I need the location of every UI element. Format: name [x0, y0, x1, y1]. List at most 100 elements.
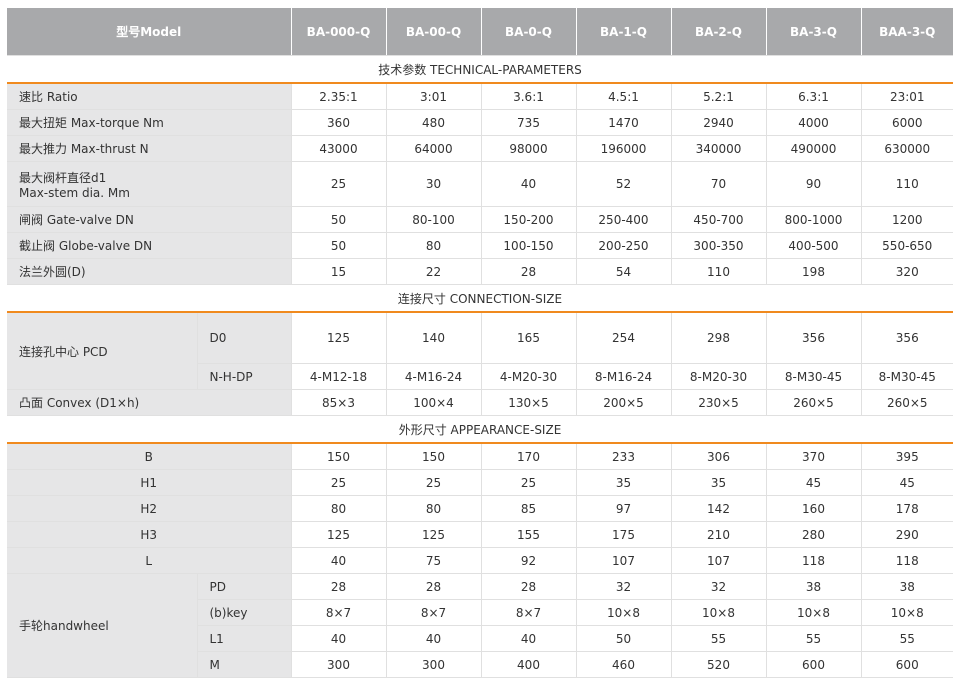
- row-label-line: 截止阀 Globe-valve DN: [19, 239, 153, 253]
- table-cell: 395: [861, 443, 953, 470]
- row-label: 法兰外圆(D): [7, 258, 292, 285]
- table-cell: 50: [576, 625, 672, 652]
- table-cell: 70: [671, 161, 767, 207]
- table-row: 手轮handwheel PD 28 28 28 32 32 38 38: [7, 573, 953, 678]
- table-cell: 735: [481, 109, 577, 136]
- handwheel-label: 手轮handwheel: [7, 573, 198, 678]
- table-cell: 4-M20-30: [481, 363, 577, 390]
- table-cell: 200×5: [576, 389, 672, 416]
- row-label: L: [7, 547, 292, 574]
- model-col-header: BA-2-Q: [671, 8, 767, 56]
- table-cell: 600: [861, 651, 953, 678]
- table-cell: 15: [291, 258, 387, 285]
- row-label: 速比 Ratio: [7, 83, 292, 110]
- table-cell: 600: [766, 651, 862, 678]
- table-cell: 400-500: [766, 232, 862, 259]
- table-cell: 28: [386, 573, 482, 600]
- table-cell: 22: [386, 258, 482, 285]
- table-cell: 40: [481, 161, 577, 207]
- table-cell: 150-200: [481, 206, 577, 233]
- table-cell: 35: [576, 469, 672, 496]
- table-cell: 490000: [766, 135, 862, 162]
- table-cell: 50: [291, 232, 387, 259]
- table-cell: 125: [386, 521, 482, 548]
- table-cell: 125: [291, 312, 387, 364]
- table-cell: 200-250: [576, 232, 672, 259]
- model-col-header: BAA-3-Q: [861, 8, 953, 56]
- table-cell: 233: [576, 443, 672, 470]
- row-label: B: [7, 443, 292, 470]
- table-row: N-H-DP 4-M12-18 4-M16-24 4-M20-30 8-M16-…: [7, 363, 953, 390]
- nhdp-label: N-H-DP: [197, 363, 292, 390]
- section-title-connection: 连接尺寸 CONNECTION-SIZE: [7, 284, 953, 313]
- row-label: 最大推力 Max-thrust N: [7, 135, 292, 162]
- table-cell: 110: [861, 161, 953, 207]
- table-cell: 130×5: [481, 389, 577, 416]
- table-cell: 150: [291, 443, 387, 470]
- row-label-line: 最大扭矩 Max-torque Nm: [19, 116, 164, 130]
- row-label-line: 法兰外圆(D): [19, 265, 86, 279]
- section-title-appearance: 外形尺寸 APPEARANCE-SIZE: [7, 415, 953, 444]
- table-cell: 80: [386, 495, 482, 522]
- table-cell: 25: [291, 469, 387, 496]
- table-cell: 254: [576, 312, 672, 364]
- table-cell: 90: [766, 161, 862, 207]
- table-cell: 52: [576, 161, 672, 207]
- spec-table-container: 型号Model BA-000-Q BA-00-Q BA-0-Q BA-1-Q B…: [7, 8, 953, 678]
- row-sublabel: PD: [197, 573, 292, 600]
- table-row: H3 125 125 155 175 210 280 290: [7, 521, 953, 548]
- table-cell: 160: [766, 495, 862, 522]
- table-row: 凸面 Convex (D1×h) 85×3 100×4 130×5 200×5 …: [7, 389, 953, 416]
- table-cell: 38: [766, 573, 862, 600]
- table-row: 法兰外圆(D) 15 22 28 54 110 198 320: [7, 258, 953, 285]
- table-cell: 3.6:1: [481, 83, 577, 110]
- table-cell: 107: [576, 547, 672, 574]
- row-label-line: Max-stem dia. Mm: [19, 185, 130, 200]
- table-row: L1 40 40 40 50 55 55 55: [7, 625, 953, 652]
- table-cell: 75: [386, 547, 482, 574]
- table-cell: 25: [386, 469, 482, 496]
- appearance-rows: B 150 150 170 233 306 370 395 H1 25 25 25 35 35 45 45 H2…: [7, 443, 953, 574]
- convex-label: 凸面 Convex (D1×h): [7, 389, 292, 416]
- table-cell: 356: [766, 312, 862, 364]
- table-cell: 80-100: [386, 206, 482, 233]
- model-col-header: BA-0-Q: [481, 8, 577, 56]
- table-cell: 50: [291, 206, 387, 233]
- model-header: 型号Model: [7, 8, 292, 56]
- row-label: 最大阀杆直径d1 Max-stem dia. Mm: [7, 161, 292, 207]
- model-col-header: BA-00-Q: [386, 8, 482, 56]
- table-cell: 10×8: [766, 599, 862, 626]
- table-cell: 45: [861, 469, 953, 496]
- table-row: (b)key 8×7 8×7 8×7 10×8 10×8 10×8 10×8: [7, 599, 953, 626]
- row-label-line: 最大推力 Max-thrust N: [19, 142, 149, 156]
- table-cell: 210: [671, 521, 767, 548]
- table-cell: 55: [766, 625, 862, 652]
- table-cell: 520: [671, 651, 767, 678]
- table-row: L 40 75 92 107 107 118 118: [7, 547, 953, 574]
- table-cell: 8-M20-30: [671, 363, 767, 390]
- table-cell: 340000: [671, 135, 767, 162]
- table-cell: 38: [861, 573, 953, 600]
- table-cell: 400: [481, 651, 577, 678]
- spec-table: 型号Model BA-000-Q BA-00-Q BA-0-Q BA-1-Q B…: [7, 8, 953, 678]
- table-cell: 150: [386, 443, 482, 470]
- table-cell: 8-M16-24: [576, 363, 672, 390]
- table-row: H1 25 25 25 35 35 45 45: [7, 469, 953, 496]
- table-cell: 800-1000: [766, 206, 862, 233]
- table-cell: 300-350: [671, 232, 767, 259]
- table-cell: 2.35:1: [291, 83, 387, 110]
- table-cell: 107: [671, 547, 767, 574]
- row-sublabel: (b)key: [197, 599, 292, 626]
- table-cell: 6000: [861, 109, 953, 136]
- table-row: 速比 Ratio 2.35:1 3:01 3.6:1 4.5:1 5.2:1 6.3:1 23…: [7, 83, 953, 110]
- row-label-line: 速比 Ratio: [19, 90, 78, 104]
- table-cell: 260×5: [861, 389, 953, 416]
- table-cell: 100×4: [386, 389, 482, 416]
- table-cell: 80: [291, 495, 387, 522]
- table-row: 连接孔中心 PCD D0 125 140 165 254 298 356 356: [7, 312, 953, 390]
- table-cell: 35: [671, 469, 767, 496]
- table-cell: 298: [671, 312, 767, 364]
- row-label: H3: [7, 521, 292, 548]
- table-cell: 450-700: [671, 206, 767, 233]
- table-cell: 230×5: [671, 389, 767, 416]
